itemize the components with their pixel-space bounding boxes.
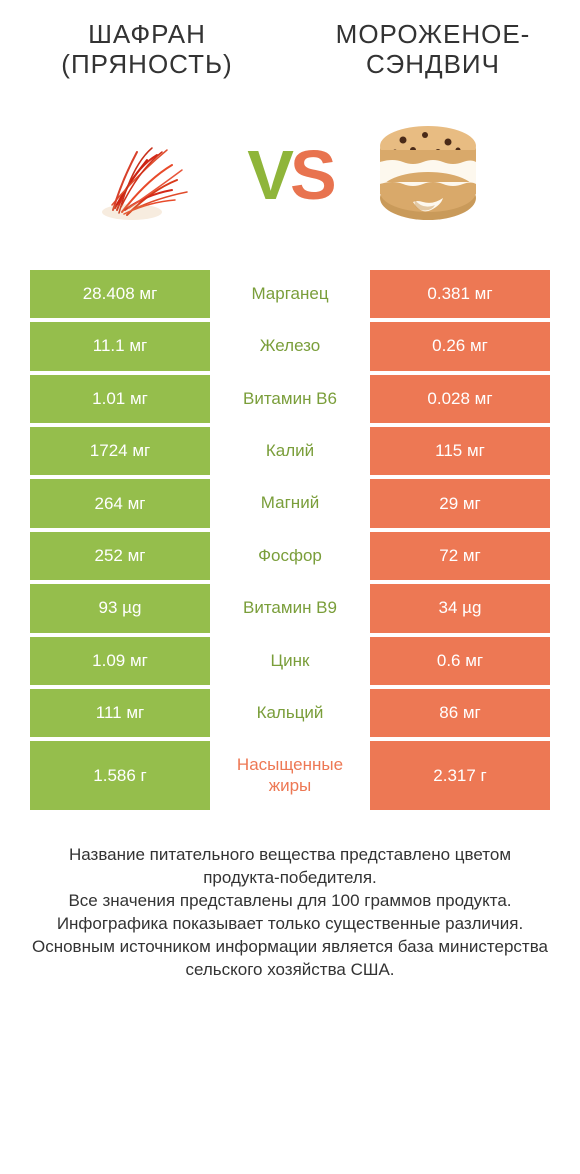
table-row: 264 мгМагний29 мг <box>30 479 550 527</box>
vs-v: V <box>247 136 290 214</box>
nutrient-name: Фосфор <box>210 532 370 580</box>
saffron-icon <box>77 110 227 240</box>
value-right: 34 µg <box>370 584 550 632</box>
value-right: 2.317 г <box>370 741 550 810</box>
footer-line-2: Все значения представлены для 100 граммо… <box>30 890 550 913</box>
vs-row: VS <box>0 90 580 270</box>
table-row: 1724 мгКалий115 мг <box>30 427 550 475</box>
table-row: 93 µgВитамин B934 µg <box>30 584 550 632</box>
value-left: 1.586 г <box>30 741 210 810</box>
ice-cream-sandwich-icon <box>353 110 503 240</box>
title-right-line2: СЭНДВИЧ <box>366 49 500 79</box>
value-left: 93 µg <box>30 584 210 632</box>
comparison-table: 28.408 мгМарганец0.381 мг11.1 мгЖелезо0.… <box>0 270 580 810</box>
table-row: 1.01 мгВитамин B60.028 мг <box>30 375 550 423</box>
nutrient-name: Марганец <box>210 270 370 318</box>
footer-line-4: Основным источником информации является … <box>30 936 550 982</box>
value-left: 1.09 мг <box>30 637 210 685</box>
value-left: 1724 мг <box>30 427 210 475</box>
nutrient-name: Железо <box>210 322 370 370</box>
table-row: 1.09 мгЦинк0.6 мг <box>30 637 550 685</box>
value-left: 1.01 мг <box>30 375 210 423</box>
table-row: 252 мгФосфор72 мг <box>30 532 550 580</box>
title-left: ШАФРАН (ПРЯНОСТЬ) <box>30 20 264 80</box>
value-right: 86 мг <box>370 689 550 737</box>
value-left: 11.1 мг <box>30 322 210 370</box>
vs-s: S <box>290 136 333 214</box>
value-right: 115 мг <box>370 427 550 475</box>
value-right: 0.028 мг <box>370 375 550 423</box>
nutrient-name: Витамин B6 <box>210 375 370 423</box>
vs-label: VS <box>247 135 332 215</box>
nutrient-name: Цинк <box>210 637 370 685</box>
value-right: 0.26 мг <box>370 322 550 370</box>
title-left-line2: (ПРЯНОСТЬ) <box>61 49 232 79</box>
nutrient-name: Кальций <box>210 689 370 737</box>
header: ШАФРАН (ПРЯНОСТЬ) МОРОЖЕНОЕ- СЭНДВИЧ <box>0 0 580 90</box>
table-row: 111 мгКальций86 мг <box>30 689 550 737</box>
footer-line-3: Инфографика показывает только существенн… <box>30 913 550 936</box>
table-row: 11.1 мгЖелезо0.26 мг <box>30 322 550 370</box>
value-left: 111 мг <box>30 689 210 737</box>
value-right: 29 мг <box>370 479 550 527</box>
footer-line-1: Название питательного вещества представл… <box>30 844 550 890</box>
title-right-line1: МОРОЖЕНОЕ- <box>336 19 531 49</box>
title-left-line1: ШАФРАН <box>88 19 206 49</box>
table-row: 28.408 мгМарганец0.381 мг <box>30 270 550 318</box>
value-right: 0.6 мг <box>370 637 550 685</box>
footer: Название питательного вещества представл… <box>0 814 580 982</box>
value-right: 0.381 мг <box>370 270 550 318</box>
nutrient-name: Насыщенные жиры <box>210 741 370 810</box>
nutrient-name: Калий <box>210 427 370 475</box>
value-right: 72 мг <box>370 532 550 580</box>
value-left: 28.408 мг <box>30 270 210 318</box>
table-row: 1.586 гНасыщенные жиры2.317 г <box>30 741 550 810</box>
nutrient-name: Витамин B9 <box>210 584 370 632</box>
title-right: МОРОЖЕНОЕ- СЭНДВИЧ <box>316 20 550 80</box>
nutrient-name: Магний <box>210 479 370 527</box>
value-left: 264 мг <box>30 479 210 527</box>
value-left: 252 мг <box>30 532 210 580</box>
